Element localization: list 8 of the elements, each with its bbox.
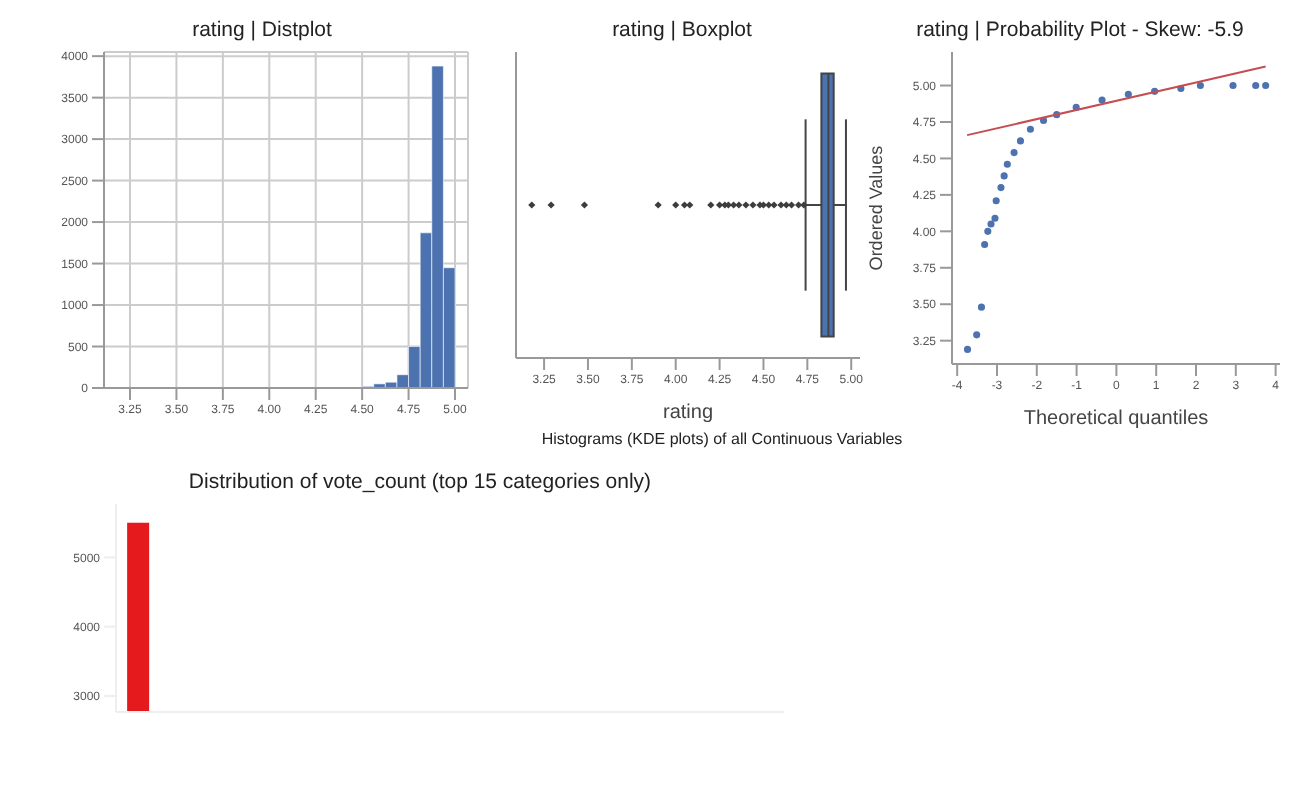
chart-title: rating | Distplot	[190, 16, 334, 44]
x-axis-title: Theoretical quantiles	[1023, 408, 1209, 430]
chart-title: Distribution of vote_count (top 15 categories only)	[186, 468, 654, 496]
chart-title: rating | Boxplot	[610, 16, 754, 44]
x-axis-title: rating	[662, 402, 714, 424]
text: Histograms (KDE plots) of all Continuous Variables	[539, 430, 905, 448]
chart-title: rating | Probability Plot - Skew: -5.9	[914, 16, 1246, 44]
y-axis-title: Ordered Values	[866, 144, 887, 271]
